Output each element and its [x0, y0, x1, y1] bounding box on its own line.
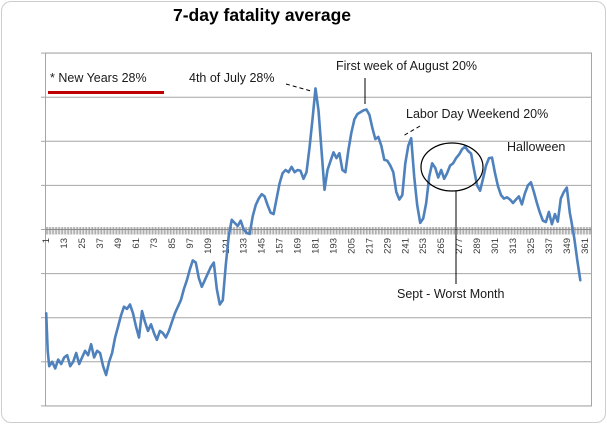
x-tick-label: 25	[77, 238, 88, 249]
september-ellipse	[420, 142, 484, 192]
x-tick-label: 133	[239, 238, 250, 254]
x-tick-label: 61	[131, 238, 142, 249]
annotation-marks	[285, 78, 484, 284]
x-tick-label: 241	[400, 238, 411, 254]
x-tick-label: 97	[185, 238, 196, 249]
x-tick-label: 229	[382, 238, 393, 254]
annotation-labor-day: Labor Day Weekend 20%	[406, 107, 549, 121]
x-axis-labels: 1 13 25 37 49 61 73 85 97 109 121 133 145 157 169 181 19…	[41, 238, 591, 254]
labor-day-leader-line	[402, 125, 421, 137]
x-tick-label: 1	[41, 238, 52, 243]
x-tick-label: 289	[472, 238, 483, 254]
annotation-first-week-august: First week of August 20%	[336, 59, 478, 73]
annotation-halloween: Halloween	[507, 140, 566, 154]
x-tick-label: 85	[167, 238, 178, 249]
x-tick-label: 217	[364, 238, 375, 254]
annotation-new-years: * New Years 28%	[50, 71, 147, 85]
x-tick-label: 73	[149, 238, 160, 249]
x-tick-label: 37	[95, 238, 106, 249]
x-tick-label: 169	[293, 238, 304, 254]
x-tick-label: 301	[490, 238, 501, 254]
x-tick-label: 205	[346, 238, 357, 254]
x-tick-label: 193	[328, 238, 339, 254]
annotation-fourth-of-july: 4th of July 28%	[189, 71, 275, 85]
x-tick-label: 49	[113, 238, 124, 249]
x-tick-label: 337	[544, 238, 555, 254]
x-tick-label: 325	[526, 238, 537, 254]
x-tick-label: 361	[580, 238, 591, 254]
x-tick-label: 265	[436, 238, 447, 254]
x-tick-label: 13	[59, 238, 70, 249]
x-tick-label: 109	[203, 238, 214, 254]
x-tick-label: 313	[508, 238, 519, 254]
new-years-red-underline	[48, 91, 164, 95]
x-tick-label: 253	[418, 238, 429, 254]
fourth-of-july-leader-line	[285, 83, 312, 92]
fatality-average-line	[44, 87, 582, 377]
x-tick-label: 145	[257, 238, 268, 254]
annotation-sept-worst-month: Sept - Worst Month	[397, 287, 505, 301]
x-tick-label: 181	[311, 238, 322, 254]
x-tick-label: 349	[562, 238, 573, 254]
x-tick-label: 277	[454, 238, 465, 254]
x-tick-label: 157	[275, 238, 286, 254]
x-tick-label: 121	[221, 238, 232, 254]
chart-title: 7-day fatality average	[172, 5, 351, 25]
x-axis-tick-comb	[45, 227, 592, 235]
